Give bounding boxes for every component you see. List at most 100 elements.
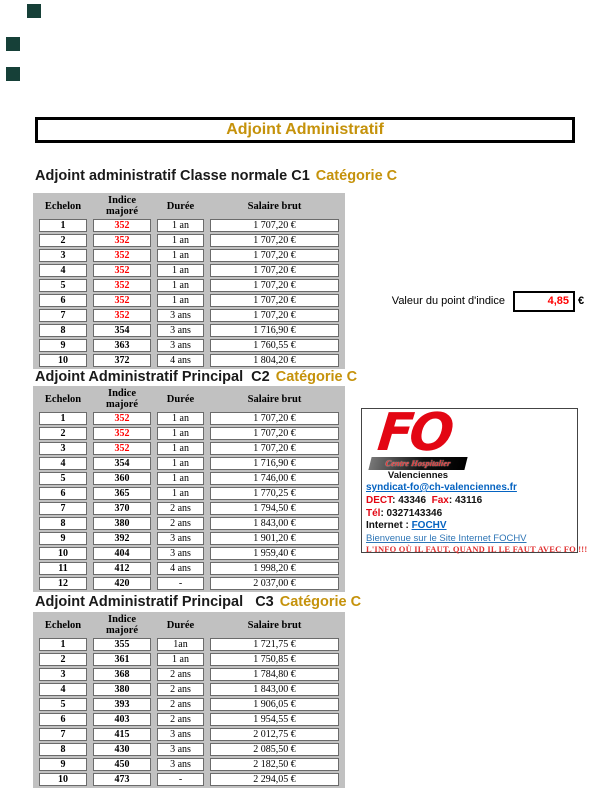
indice-cell: 372 (93, 354, 151, 367)
table-row: 10 473-2 294,05 € (39, 773, 339, 786)
indice-cell: 352 (93, 249, 151, 262)
point-value-label: Valeur du point d'indice (391, 295, 505, 307)
table-row: 12 420-2 037,00 € (39, 577, 339, 590)
echelon-cell: 9 (39, 758, 87, 771)
table-header-row: Echelon Indice majoré Durée Salaire brut (39, 614, 339, 636)
echelon-cell: 1 (39, 219, 87, 232)
point-value-currency: € (578, 295, 585, 307)
indice-cell: 420 (93, 577, 151, 590)
duree-cell: 1 an (157, 457, 204, 470)
duree-cell: 4 ans (157, 354, 204, 367)
duree-cell: 3 ans (157, 339, 204, 352)
duree-cell: 1 an (157, 279, 204, 292)
section-heading-c2-category: Catégorie C (275, 369, 358, 385)
echelon-cell: 3 (39, 249, 87, 262)
table-row: 9 450 3 ans 2 182,50 € (39, 758, 339, 771)
indice-cell: 430 (93, 743, 151, 756)
table-row: 2 352 1 an 1 707,20 € (39, 427, 339, 440)
salaire-cell: 1 707,20 € (210, 264, 339, 277)
duree-cell: 3 ans (157, 547, 204, 560)
table-row: 10 372 4 ans 1 804,20 € (39, 354, 339, 367)
salaire-cell: 1 707,20 € (210, 309, 339, 322)
echelon-cell: 5 (39, 279, 87, 292)
duree-cell: 3 ans (157, 309, 204, 322)
fo-banner: Centre Hospitalier (368, 457, 468, 470)
duree-cell: 1 an (157, 294, 204, 307)
indice-cell: 392 (93, 532, 151, 545)
duree-cell: 1 an (157, 219, 204, 232)
duree-cell: 1an (157, 638, 204, 651)
echelon-cell: 4 (39, 683, 87, 696)
indice-cell: 352 (93, 427, 151, 440)
welcome-link[interactable]: Bienvenue sur le Site Internet FOCHV (366, 532, 527, 544)
table-row: 6 352 1 an 1 707,20 € (39, 294, 339, 307)
salaire-cell: 1 998,20 € (210, 562, 339, 575)
fochv-link[interactable]: FOCHV (411, 520, 447, 531)
echelon-cell: 10 (39, 354, 87, 367)
fo-union-card: FO Centre Hospitalier Valenciennes syndi… (361, 403, 587, 554)
table-header-row: Echelon Indice majoré Durée Salaire brut (39, 195, 339, 217)
salaire-cell: 1 707,20 € (210, 279, 339, 292)
indice-cell: 370 (93, 502, 151, 515)
salaire-cell: 1 954,55 € (210, 713, 339, 726)
salary-table-c1: Echelon Indice majoré Durée Salaire brut… (33, 193, 345, 369)
echelon-cell: 10 (39, 547, 87, 560)
salaire-cell: 2 182,50 € (210, 758, 339, 771)
table-row: 2 361 1 an 1 750,85 € (39, 653, 339, 666)
salaire-cell: 1 707,20 € (210, 412, 339, 425)
column-header-indice: Indice majoré (105, 614, 139, 636)
internet-label: Internet : (366, 520, 409, 531)
echelon-cell: 9 (39, 339, 87, 352)
column-header-echelon: Echelon (44, 393, 82, 405)
duree-cell: 2 ans (157, 683, 204, 696)
table-row: 7 352 3 ans 1 707,20 € (39, 309, 339, 322)
column-header-duree: Durée (166, 393, 195, 405)
table-row: 4 380 2 ans 1 843,00 € (39, 683, 339, 696)
salaire-cell: 1 707,20 € (210, 294, 339, 307)
indice-cell: 352 (93, 309, 151, 322)
salaire-cell: 1 760,55 € (210, 339, 339, 352)
table-row: 1 352 1 an 1 707,20 € (39, 219, 339, 232)
echelon-cell: 10 (39, 773, 87, 786)
indice-cell: 352 (93, 219, 151, 232)
duree-cell: 3 ans (157, 324, 204, 337)
duree-cell: 1 an (157, 249, 204, 262)
duree-cell: 1 an (157, 442, 204, 455)
email-link[interactable]: syndicat-fo@ch-valenciennes.fr (366, 482, 517, 493)
table-row: 3 352 1 an 1 707,20 € (39, 249, 339, 262)
table-row: 8 354 3 ans 1 716,90 € (39, 324, 339, 337)
duree-cell: 2 ans (157, 517, 204, 530)
section-heading-c1: Adjoint administratif Classe normale C1 C… (35, 168, 397, 184)
echelon-cell: 3 (39, 442, 87, 455)
echelon-cell: 2 (39, 653, 87, 666)
section-heading-c3-text: Adjoint Administratif Principal C3 (35, 594, 274, 610)
table-row: 5 393 2 ans 1 906,05 € (39, 698, 339, 711)
column-header-duree: Durée (166, 619, 195, 631)
duree-cell: 4 ans (157, 562, 204, 575)
indice-cell: 352 (93, 234, 151, 247)
page-title: Adjoint Administratif (35, 117, 575, 143)
table-row: 10 404 3 ans 1 959,40 € (39, 547, 339, 560)
duree-cell: - (157, 577, 204, 590)
indice-cell: 415 (93, 728, 151, 741)
section-heading-c1-text: Adjoint administratif Classe normale C1 (35, 168, 310, 184)
salaire-cell: 1 770,25 € (210, 487, 339, 500)
section-heading-c2-text: Adjoint Administratif Principal C2 (35, 369, 270, 385)
fax-label: Fax (431, 495, 449, 506)
duree-cell: 2 ans (157, 668, 204, 681)
echelon-cell: 7 (39, 309, 87, 322)
salaire-cell: 1 750,85 € (210, 653, 339, 666)
indice-cell: 404 (93, 547, 151, 560)
duree-cell: 1 an (157, 472, 204, 485)
indice-cell: 363 (93, 339, 151, 352)
column-header-echelon: Echelon (44, 619, 82, 631)
salaire-cell: 1 721,75 € (210, 638, 339, 651)
duree-cell: 2 ans (157, 502, 204, 515)
indice-cell: 354 (93, 324, 151, 337)
table-row: 8 380 2 ans 1 843,00 € (39, 517, 339, 530)
point-value-field[interactable]: 4,85 (513, 291, 575, 312)
indice-cell: 368 (93, 668, 151, 681)
duree-cell: 1 an (157, 487, 204, 500)
duree-cell: - (157, 773, 204, 786)
duree-cell: 3 ans (157, 743, 204, 756)
